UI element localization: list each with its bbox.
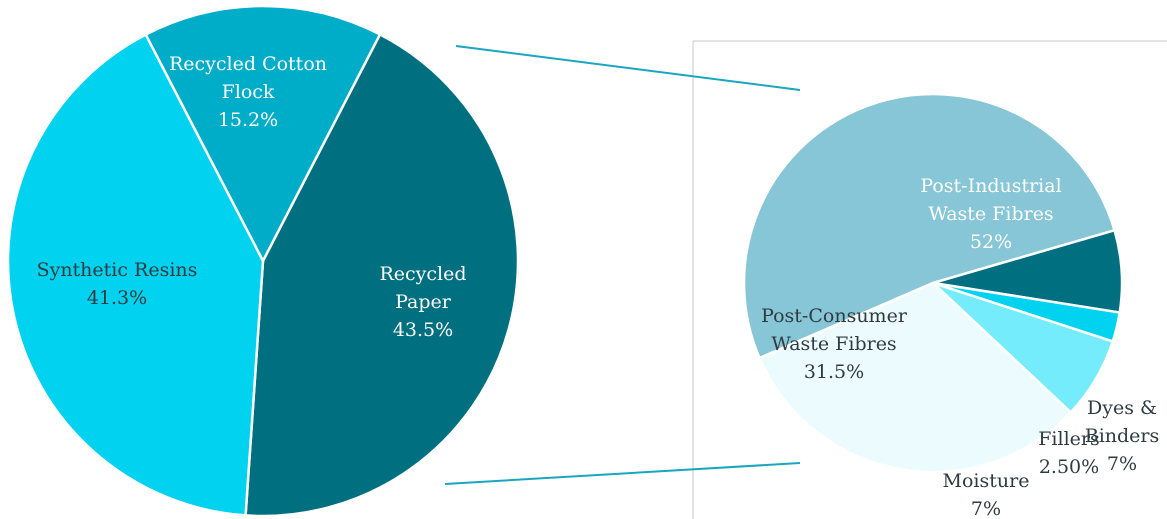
sub-slice-post-consumer-waste-fibres xyxy=(757,281,1073,474)
main-label-synthetic-resins: Synthetic Resins 41.3% xyxy=(37,259,198,309)
sub-label-line: Moisture xyxy=(943,470,1030,492)
sub-label-post-consumer-waste-fibres: Post-Consumer Waste Fibres 31.5% xyxy=(761,305,908,383)
main-label-line: Recycled xyxy=(379,263,466,285)
sub-label-line: 7% xyxy=(1107,453,1137,475)
main-pie-labels: Recycled Cotton Flock 15.2% Recycled Paper 43… xyxy=(37,53,467,341)
main-label-line: 41.3% xyxy=(87,287,147,309)
sub-label-line: Binders xyxy=(1085,425,1160,447)
secondary-pie-labels: Post-Industrial Waste Fibres 52% Dyes & Bind… xyxy=(761,175,1159,519)
main-label-line: Recycled Cotton xyxy=(169,53,327,75)
connector-lines xyxy=(444,45,801,485)
main-label-line: 15.2% xyxy=(218,109,278,131)
sub-label-moisture: Moisture 7% xyxy=(943,470,1030,519)
sub-label-line: 52% xyxy=(970,231,1012,253)
main-label-recycled-paper: Recycled Paper 43.5% xyxy=(379,263,466,341)
main-slice-recycled-cotton-flock xyxy=(143,4,382,264)
sub-label-line: Waste Fibres xyxy=(771,333,896,355)
sub-label-line: Post-Industrial xyxy=(920,175,1061,197)
main-label-line: 43.5% xyxy=(393,319,453,341)
sub-label-dyes-and-binders: Dyes & Binders 7% xyxy=(1085,397,1160,475)
detail-frame xyxy=(692,40,1167,519)
main-slice-synthetic-resins xyxy=(6,32,265,517)
main-label-recycled-cotton-flock: Recycled Cotton Flock 15.2% xyxy=(169,53,327,131)
main-label-line: Synthetic Resins xyxy=(37,259,198,281)
sub-label-fillers: Fillers 2.50% xyxy=(1038,428,1100,478)
sub-label-line: Dyes & xyxy=(1087,397,1157,419)
sub-label-line: Fillers xyxy=(1038,428,1100,450)
sub-label-line: 31.5% xyxy=(804,361,864,383)
sub-label-line: 7% xyxy=(971,498,1001,519)
main-label-line: Flock xyxy=(222,81,275,103)
main-slice-recycled-paper xyxy=(244,32,520,518)
sub-label-line: Post-Consumer xyxy=(761,305,908,327)
sub-slice-post-industrial-waste-fibres xyxy=(742,92,1117,360)
sub-label-post-industrial-waste-fibres: Post-Industrial Waste Fibres 52% xyxy=(920,175,1061,253)
main-label-line: Paper xyxy=(395,291,452,313)
sub-label-line: 2.50% xyxy=(1039,456,1099,478)
main-pie xyxy=(6,4,520,518)
secondary-pie xyxy=(742,92,1124,474)
sub-label-line: Waste Fibres xyxy=(928,203,1053,225)
